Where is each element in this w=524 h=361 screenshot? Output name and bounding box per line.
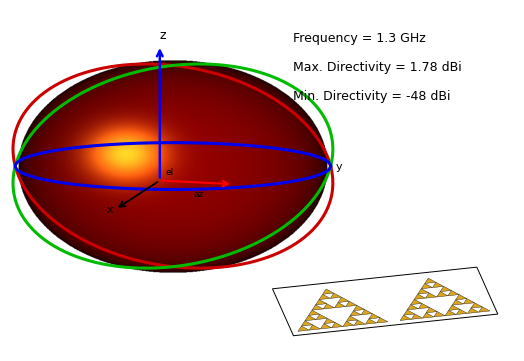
Polygon shape (411, 299, 422, 305)
Polygon shape (332, 322, 343, 328)
Polygon shape (445, 310, 456, 316)
Polygon shape (456, 309, 467, 314)
Polygon shape (315, 300, 327, 305)
Polygon shape (298, 326, 309, 331)
Text: y: y (336, 162, 343, 172)
Polygon shape (320, 324, 332, 329)
Polygon shape (338, 297, 349, 303)
Polygon shape (411, 314, 422, 319)
Polygon shape (346, 301, 357, 306)
Text: el: el (165, 168, 173, 177)
Polygon shape (432, 282, 444, 288)
Polygon shape (452, 300, 463, 305)
Text: x: x (107, 205, 113, 215)
Polygon shape (350, 311, 361, 316)
Text: Min. Directivity = -48 dBi: Min. Directivity = -48 dBi (293, 90, 451, 103)
Polygon shape (309, 325, 320, 330)
Polygon shape (309, 310, 320, 316)
Polygon shape (305, 316, 316, 321)
Polygon shape (426, 308, 438, 313)
Text: Max. Directivity = 1.78 dBi: Max. Directivity = 1.78 dBi (293, 61, 462, 74)
Polygon shape (316, 314, 328, 319)
Polygon shape (479, 307, 490, 312)
Polygon shape (418, 289, 429, 294)
Polygon shape (407, 305, 418, 310)
Polygon shape (301, 321, 313, 326)
Polygon shape (467, 308, 479, 313)
Polygon shape (449, 305, 460, 310)
Polygon shape (448, 291, 459, 296)
Polygon shape (436, 292, 448, 297)
Polygon shape (425, 293, 436, 298)
Polygon shape (312, 305, 323, 310)
Text: Frequency = 1.3 GHz: Frequency = 1.3 GHz (293, 32, 426, 45)
Polygon shape (353, 305, 365, 311)
Polygon shape (369, 314, 380, 319)
Polygon shape (334, 303, 346, 308)
Polygon shape (425, 278, 436, 283)
Polygon shape (418, 304, 430, 309)
Polygon shape (471, 303, 482, 308)
Polygon shape (330, 293, 342, 299)
Text: az: az (194, 190, 204, 199)
Polygon shape (365, 319, 377, 324)
Polygon shape (354, 320, 365, 325)
Polygon shape (272, 267, 498, 336)
Polygon shape (346, 316, 357, 321)
Polygon shape (377, 318, 388, 323)
Polygon shape (455, 295, 467, 300)
Polygon shape (323, 304, 334, 309)
Polygon shape (323, 289, 334, 294)
Polygon shape (414, 294, 425, 299)
Polygon shape (343, 321, 354, 327)
Polygon shape (422, 313, 434, 318)
Text: z: z (159, 29, 166, 42)
Polygon shape (324, 318, 335, 324)
Polygon shape (361, 309, 373, 315)
Polygon shape (403, 310, 415, 315)
Polygon shape (400, 315, 411, 321)
Polygon shape (463, 299, 475, 304)
Polygon shape (319, 294, 330, 300)
Polygon shape (440, 286, 451, 292)
Polygon shape (434, 312, 445, 317)
Polygon shape (421, 283, 432, 289)
